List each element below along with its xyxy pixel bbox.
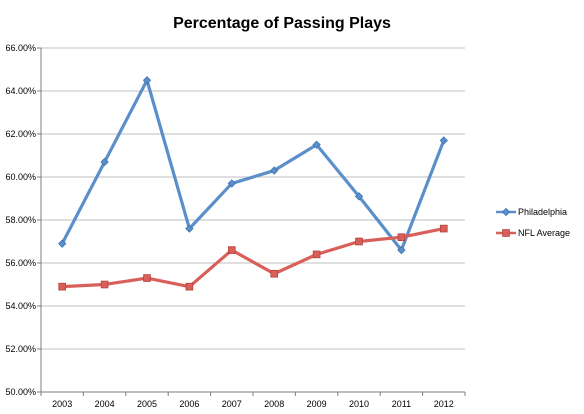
y-tick-label: 66.00% (5, 43, 36, 53)
grid (41, 47, 465, 350)
x-tick-label: 2007 (222, 399, 242, 409)
data-point (354, 192, 364, 201)
y-tick-label: 58.00% (5, 215, 36, 225)
data-point (397, 245, 406, 255)
legend-item: NFL Average (496, 228, 570, 238)
x-tick-label: 2011 (392, 399, 411, 409)
data-point (143, 274, 151, 282)
legend-marker (501, 207, 511, 217)
chart-title: Percentage of Passing Plays (173, 15, 391, 32)
data-point (142, 76, 152, 85)
series-line (62, 227, 445, 289)
legend-label: Philadelphia (518, 207, 567, 217)
legend-marker (502, 229, 510, 237)
data-point (355, 237, 363, 246)
x-tick-label: 2005 (137, 399, 157, 409)
data-point (270, 166, 279, 175)
y-tick-label: 56.00% (5, 258, 36, 268)
series-line (60, 78, 446, 252)
data-point (227, 179, 236, 188)
legend: Philadelphia NFL Average (496, 207, 570, 238)
data-point (58, 282, 66, 291)
data-point (312, 250, 321, 259)
data-point (100, 157, 109, 167)
y-axis-tick-labels: 50.00% 52.00% 54.00% 56.00% 58.00% 60.00% 62.0… (5, 43, 36, 397)
data-point (227, 246, 236, 254)
data-point (100, 280, 109, 289)
data-point (185, 224, 194, 233)
series-nfl-average (58, 224, 448, 291)
data-point (439, 224, 448, 233)
data-point (270, 269, 278, 278)
data-point (397, 233, 406, 242)
series-philadelphia (58, 76, 448, 255)
data-point (439, 136, 448, 145)
y-tick-label: 64.00% (5, 86, 36, 96)
x-tick-label: 2012 (434, 399, 454, 409)
x-axis-tick-labels: 2003 2004 2005 2006 2007 2008 2009 2010 2011 2012 (52, 399, 454, 409)
series (58, 76, 448, 291)
data-point (312, 140, 321, 149)
x-tick-label: 2010 (349, 399, 369, 409)
legend-label: NFL Average (518, 228, 570, 238)
y-tick-label: 52.00% (5, 344, 36, 354)
legend-item: Philadelphia (496, 207, 567, 217)
x-tick-label: 2006 (179, 399, 199, 409)
x-tick-label: 2009 (307, 399, 327, 409)
x-tick-label: 2003 (52, 399, 72, 409)
y-tick-label: 62.00% (5, 129, 36, 139)
data-point (58, 239, 67, 248)
y-tick-label: 54.00% (5, 301, 36, 311)
axes (37, 47, 466, 396)
x-tick-label: 2008 (264, 399, 284, 409)
y-tick-label: 60.00% (5, 172, 36, 182)
x-tick-label: 2004 (95, 399, 115, 409)
data-point (185, 282, 194, 291)
y-tick-label: 50.00% (5, 387, 36, 397)
